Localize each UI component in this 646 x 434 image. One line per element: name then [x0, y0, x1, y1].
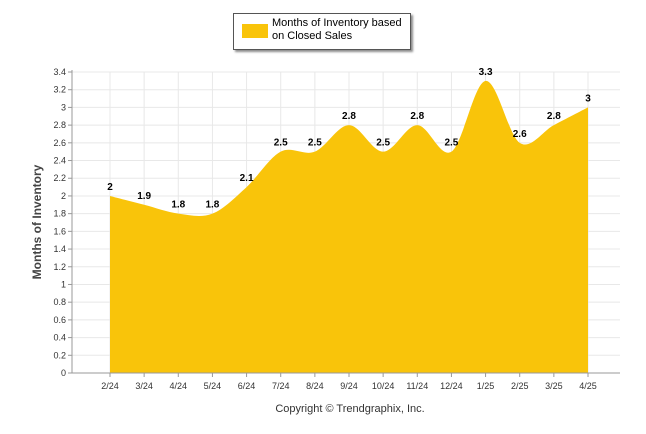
data-label: 1.8	[171, 200, 185, 211]
y-tick-label: 0.6	[53, 315, 66, 325]
y-tick-label: 0.2	[53, 350, 66, 360]
axes: 0 0.2 0.4 0.6 0.8 1 1.2 1.4 1.6 1.8 2 2.2 2.4 2.6 2.8 3…	[53, 67, 620, 391]
y-tick-label: 2.8	[53, 120, 66, 130]
x-tick-label: 5/24	[204, 381, 222, 391]
x-tick-label: 8/24	[306, 381, 324, 391]
y-tick-label: 2.2	[53, 173, 66, 183]
data-label: 1.9	[137, 191, 151, 202]
x-tick-label: 4/25	[579, 381, 597, 391]
x-tick-label: 10/24	[372, 381, 395, 391]
legend-label: Months of Inventory based on Closed Sale…	[272, 17, 402, 42]
data-label: 2.5	[274, 138, 288, 149]
y-tick-label: 2	[61, 191, 66, 201]
y-tick-label: 1.2	[53, 262, 66, 272]
data-label: 2.8	[410, 111, 424, 122]
y-tick-label: 1.6	[53, 226, 66, 236]
data-label: 2.1	[240, 173, 254, 184]
x-tick-label: 3/25	[545, 381, 563, 391]
x-tick-label: 11/24	[406, 381, 428, 391]
y-axis-title: Months of Inventory	[30, 164, 44, 280]
data-label: 3.3	[479, 67, 493, 78]
y-tick-label: 1.4	[53, 244, 66, 254]
data-label: 2	[107, 182, 113, 193]
data-label: 2.8	[547, 111, 561, 122]
legend: Months of Inventory based on Closed Sale…	[233, 13, 411, 50]
x-tick-label: 9/24	[340, 381, 358, 391]
y-tick-label: 1	[61, 279, 66, 289]
x-tick-label: 2/24	[101, 381, 119, 391]
data-label: 2.8	[342, 111, 356, 122]
data-labels: 2 1.9 1.8 1.8 2.1 2.5 2.5 2.8 2.5 2.8 2.5 3.3 2.6 2.8…	[107, 67, 591, 211]
x-tick-label: 2/25	[511, 381, 529, 391]
y-tick-label: 3.2	[53, 85, 66, 95]
data-label: 3	[585, 93, 591, 104]
y-tick-label: 1.8	[53, 209, 66, 219]
copyright-text: Copyright © Trendgraphix, Inc.	[275, 403, 425, 415]
x-tick-label: 1/25	[477, 381, 495, 391]
data-label: 2.5	[444, 138, 458, 149]
y-tick-label: 0.4	[53, 333, 66, 343]
data-label: 2.5	[376, 138, 390, 149]
y-tick-label: 0.8	[53, 297, 66, 307]
x-tick-label: 12/24	[440, 381, 463, 391]
data-label: 1.8	[205, 200, 219, 211]
y-tick-label: 3	[61, 102, 66, 112]
x-tick-label: 4/24	[170, 381, 188, 391]
y-tick-label: 0	[61, 368, 66, 378]
area-series	[110, 80, 588, 373]
y-tick-label: 2.4	[53, 156, 66, 166]
x-tick-label: 6/24	[238, 381, 256, 391]
legend-swatch	[242, 24, 268, 38]
y-tick-label: 2.6	[53, 138, 66, 148]
data-label: 2.6	[513, 129, 527, 140]
y-tick-label: 3.4	[53, 67, 66, 77]
x-tick-label: 3/24	[135, 381, 153, 391]
area-fill	[110, 80, 588, 373]
x-tick-label: 7/24	[272, 381, 290, 391]
data-label: 2.5	[308, 138, 322, 149]
